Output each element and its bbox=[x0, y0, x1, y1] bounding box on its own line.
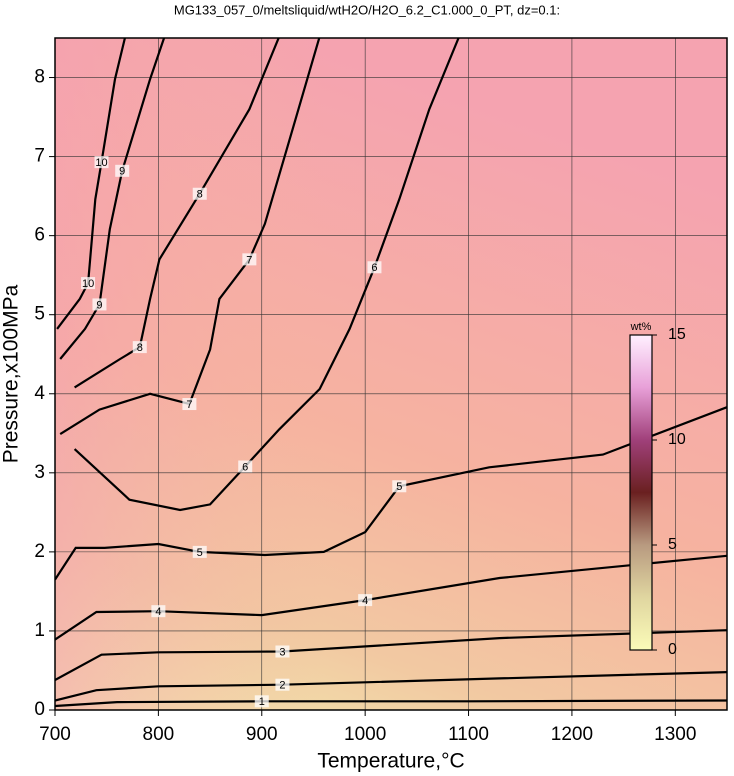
y-tick-label: 4 bbox=[34, 383, 45, 404]
contour-label-box bbox=[132, 341, 147, 354]
contour-line bbox=[74, 38, 280, 389]
contour-line bbox=[73, 38, 460, 512]
x-tick-label: 700 bbox=[39, 724, 71, 745]
x-axis-label: Temperature,°C bbox=[317, 750, 464, 773]
y-tick-label: 3 bbox=[34, 462, 45, 483]
contour-label: 5 bbox=[197, 547, 203, 559]
y-tick-label: 2 bbox=[34, 541, 45, 562]
y-tick-label: 6 bbox=[34, 225, 45, 246]
contour-label: 7 bbox=[186, 399, 192, 411]
contour-label: 9 bbox=[96, 299, 102, 311]
contour-label: 1 bbox=[259, 696, 265, 708]
contour-label-box bbox=[367, 261, 382, 274]
contour-label: 5 bbox=[396, 481, 402, 493]
contour-label: 8 bbox=[197, 189, 203, 201]
contour-label-box bbox=[275, 645, 290, 658]
contour-label: 9 bbox=[119, 166, 125, 178]
contour-label-box bbox=[275, 678, 290, 691]
colorbar-tick-label: 10 bbox=[668, 431, 686, 448]
contour-label: 8 bbox=[137, 342, 143, 354]
contour-label: 6 bbox=[371, 262, 377, 274]
contour-label: 10 bbox=[95, 157, 107, 169]
y-tick-label: 0 bbox=[34, 699, 45, 720]
colorbar-tick-label: 5 bbox=[668, 536, 677, 553]
contour-label-box bbox=[151, 605, 166, 618]
contour-label: 7 bbox=[246, 254, 252, 266]
contour-label: 4 bbox=[155, 606, 161, 618]
contour-label-box bbox=[192, 545, 207, 558]
y-tick-label: 5 bbox=[34, 304, 45, 325]
contour-line bbox=[59, 38, 321, 436]
contour-label-box bbox=[192, 187, 207, 200]
contour-label-box bbox=[392, 480, 407, 493]
colorbar bbox=[629, 334, 653, 651]
plot-frame bbox=[54, 37, 728, 711]
x-tick-label: 1200 bbox=[551, 724, 593, 745]
contour-line bbox=[55, 671, 727, 702]
contour-label-box bbox=[182, 398, 197, 411]
contour-label: 10 bbox=[82, 278, 94, 290]
contour-line bbox=[55, 554, 727, 641]
contour-label-box bbox=[242, 253, 257, 266]
colorbar-label: wt% bbox=[630, 321, 652, 333]
y-tick-label: 8 bbox=[34, 67, 45, 88]
y-tick-label: 7 bbox=[34, 146, 45, 167]
x-tick-label: 1000 bbox=[344, 724, 386, 745]
y-axis-label: Pressure,x100MPa bbox=[0, 284, 23, 463]
contour-label-box bbox=[92, 298, 107, 311]
colorbar-tick-label: 0 bbox=[668, 641, 677, 658]
contour-line bbox=[56, 38, 127, 330]
contour-label: 3 bbox=[279, 646, 285, 658]
contour-line bbox=[59, 38, 166, 360]
x-tick-label: 1100 bbox=[448, 724, 489, 745]
contour-label-box bbox=[115, 164, 130, 177]
contour-label-box bbox=[254, 695, 269, 708]
x-tick-label: 1300 bbox=[654, 724, 696, 745]
x-tick-label: 800 bbox=[143, 724, 175, 745]
x-tick-label: 900 bbox=[246, 724, 278, 745]
y-tick-label: 1 bbox=[34, 620, 45, 641]
contour-line bbox=[55, 406, 727, 581]
plot-shade bbox=[55, 38, 727, 710]
contour-line bbox=[55, 629, 727, 681]
chart-title: MG133_057_0/meltsliquid/wtH2O/H2O_6.2_C1… bbox=[174, 2, 560, 17]
contour-label-box bbox=[238, 460, 253, 473]
contour-label-box bbox=[94, 156, 109, 169]
contour-label: 2 bbox=[279, 680, 285, 692]
contour-label-box bbox=[358, 594, 373, 607]
contour-label: 6 bbox=[242, 461, 248, 473]
contour-label: 4 bbox=[362, 595, 368, 607]
colorbar-tick-label: 15 bbox=[668, 326, 686, 343]
contour-label-box bbox=[81, 277, 96, 290]
